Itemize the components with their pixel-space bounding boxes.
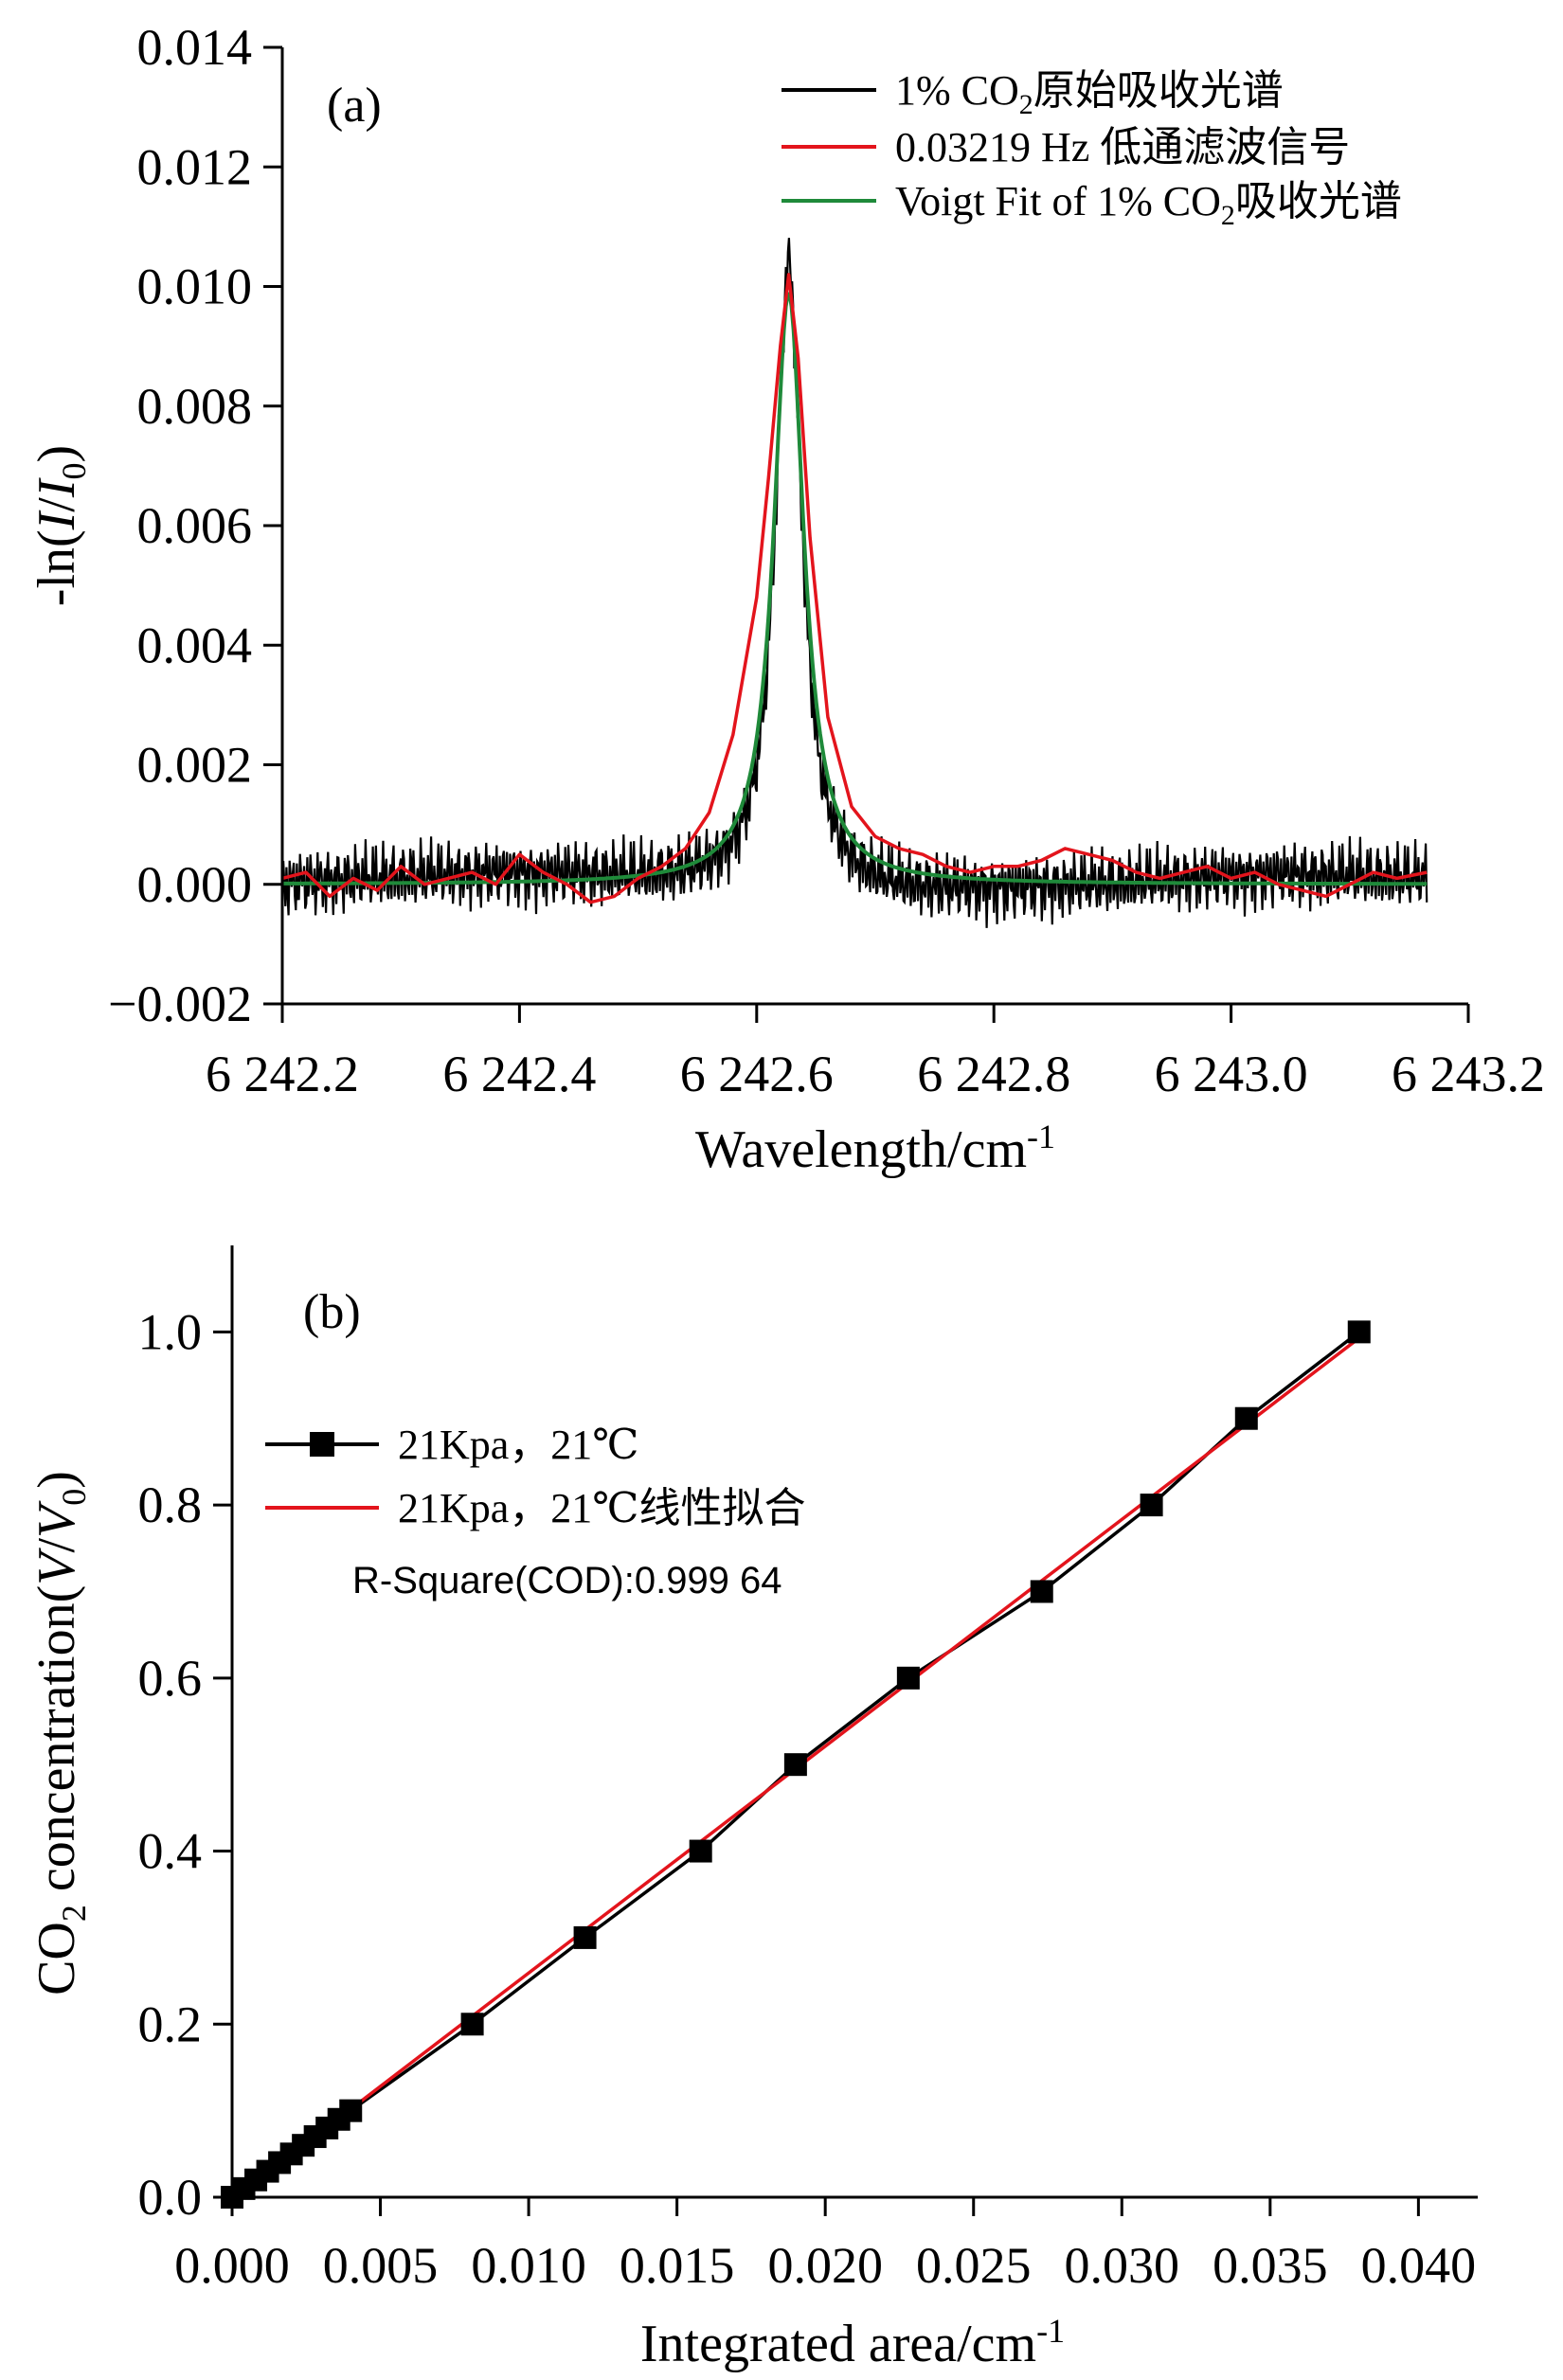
panel-b-y-tick-label: 0.0 <box>138 2169 203 2226</box>
panel-a-y-tick-label: 0.006 <box>137 497 253 554</box>
panel-a-y-tick-label: 0.002 <box>137 737 253 794</box>
panel-b-y-tick-label: 0.4 <box>138 1823 203 1880</box>
panel-b-y-tick-label: 0.8 <box>138 1476 203 1533</box>
panel-a-spectrum-chart: −0.002 0.000 0.002 0.004 0.006 0.008 0.010 0.01… <box>27 19 1545 1179</box>
series-lowpass-signal <box>281 273 1428 904</box>
panel-a-x-axis-label: Wavelength/cm-1 <box>695 1118 1055 1179</box>
panel-a-label: (a) <box>327 79 382 133</box>
panel-a-y-ticks: −0.002 0.000 0.002 0.004 0.006 0.008 0.010 0.01… <box>108 19 282 1032</box>
series-raw-spectrum <box>280 238 1428 928</box>
panel-a-y-axis-label: -ln(I/I0) <box>27 445 93 606</box>
data-point-square <box>1030 1580 1053 1603</box>
panel-b-y-axis-label: CO2 concentration(V/V0) <box>27 1471 93 1995</box>
series-voigt-fit <box>282 292 1428 886</box>
panel-b-x-tick-label: 0.015 <box>620 2237 735 2294</box>
panel-b-y-tick-label: 0.6 <box>138 1650 203 1707</box>
panel-b-x-tick-label: 0.040 <box>1361 2237 1477 2294</box>
panel-b-legend: 21Kpa，21℃ 21Kpa，21℃线性拟合 <box>265 1422 806 1531</box>
legend-label-raw: 1% CO2原始吸收光谱 <box>895 67 1284 120</box>
data-point-square <box>1234 1406 1258 1430</box>
panel-a-y-tick-label: 0.004 <box>137 617 253 673</box>
panel-a-x-tick-label: 6 242.6 <box>680 1046 834 1102</box>
data-point-square <box>339 2099 363 2122</box>
data-point-square <box>896 1666 920 1690</box>
panel-b-x-tick-label: 0.035 <box>1213 2237 1328 2294</box>
legend-label-lowpass: 0.03219 Hz 低通滤波信号 <box>895 124 1350 170</box>
panel-a-y-tick-label: 0.010 <box>137 259 253 315</box>
legend-label-measured: 21Kpa，21℃ <box>398 1422 639 1468</box>
panel-b-x-tick-label: 0.005 <box>323 2237 439 2294</box>
panel-b-r-square-annotation: R-Square(COD):0.999 64 <box>352 1560 782 1602</box>
panel-b-x-tick-label: 0.020 <box>767 2237 883 2294</box>
panel-a-x-ticks: 6 242.2 6 242.4 6 242.6 6 242.8 6 243.0 6 243… <box>206 1004 1545 1102</box>
panel-a-x-tick-label: 6 243.2 <box>1392 1046 1545 1102</box>
panel-a-y-tick-label: 0.014 <box>137 19 253 76</box>
panel-b-y-tick-label: 1.0 <box>138 1303 203 1360</box>
panel-b-plot-area <box>221 1320 1371 2209</box>
panel-a-x-tick-label: 6 243.0 <box>1155 1046 1308 1102</box>
legend-marker-square <box>310 1432 334 1457</box>
panel-b-y-ticks: 0.0 0.2 0.4 0.6 0.8 1.0 <box>138 1303 232 2226</box>
panel-b-label: (b) <box>303 1285 361 1339</box>
panel-b-x-tick-label: 0.030 <box>1065 2237 1180 2294</box>
data-point-square <box>1140 1494 1163 1517</box>
data-point-square <box>689 1839 712 1863</box>
panel-a-y-tick-label: −0.002 <box>108 975 252 1032</box>
panel-b-x-tick-label: 0.025 <box>916 2237 1032 2294</box>
panel-a-y-tick-label: 0.000 <box>137 856 253 913</box>
data-point-square <box>783 1753 807 1777</box>
panel-a-plot-area <box>280 238 1428 928</box>
panel-a-x-tick-label: 6 242.2 <box>206 1046 359 1102</box>
panel-a-x-tick-label: 6 242.8 <box>917 1046 1070 1102</box>
panel-a-y-tick-label: 0.012 <box>137 138 253 195</box>
legend-label-voigt: Voigt Fit of 1% CO2吸收光谱 <box>895 178 1402 231</box>
panel-b-x-tick-label: 0.010 <box>471 2237 586 2294</box>
panel-b-x-axis-label: Integrated area/cm-1 <box>640 2312 1065 2373</box>
panel-b-calibration-chart: 0.00.20.40.60.81.0 0.000 0.005 0.010 0.015 0… <box>27 1245 1478 2373</box>
data-point-square <box>460 2013 484 2036</box>
panel-b-y-tick-label: 0.2 <box>138 1995 203 2052</box>
panel-a-x-tick-label: 6 242.4 <box>442 1046 596 1102</box>
legend-label-linear-fit: 21Kpa，21℃线性拟合 <box>398 1485 806 1531</box>
panel-b-x-ticks: 0.000 0.005 0.010 0.015 0.020 0.025 0.030 0.035… <box>174 2197 1476 2294</box>
panel-b-x-tick-label: 0.000 <box>174 2237 290 2294</box>
data-point-square <box>573 1925 597 1949</box>
panel-a-y-tick-label: 0.008 <box>137 378 253 435</box>
panel-a-legend: 1% CO2原始吸收光谱 0.03219 Hz 低通滤波信号 Voigt Fit… <box>782 67 1402 231</box>
data-point-square <box>1347 1320 1371 1344</box>
